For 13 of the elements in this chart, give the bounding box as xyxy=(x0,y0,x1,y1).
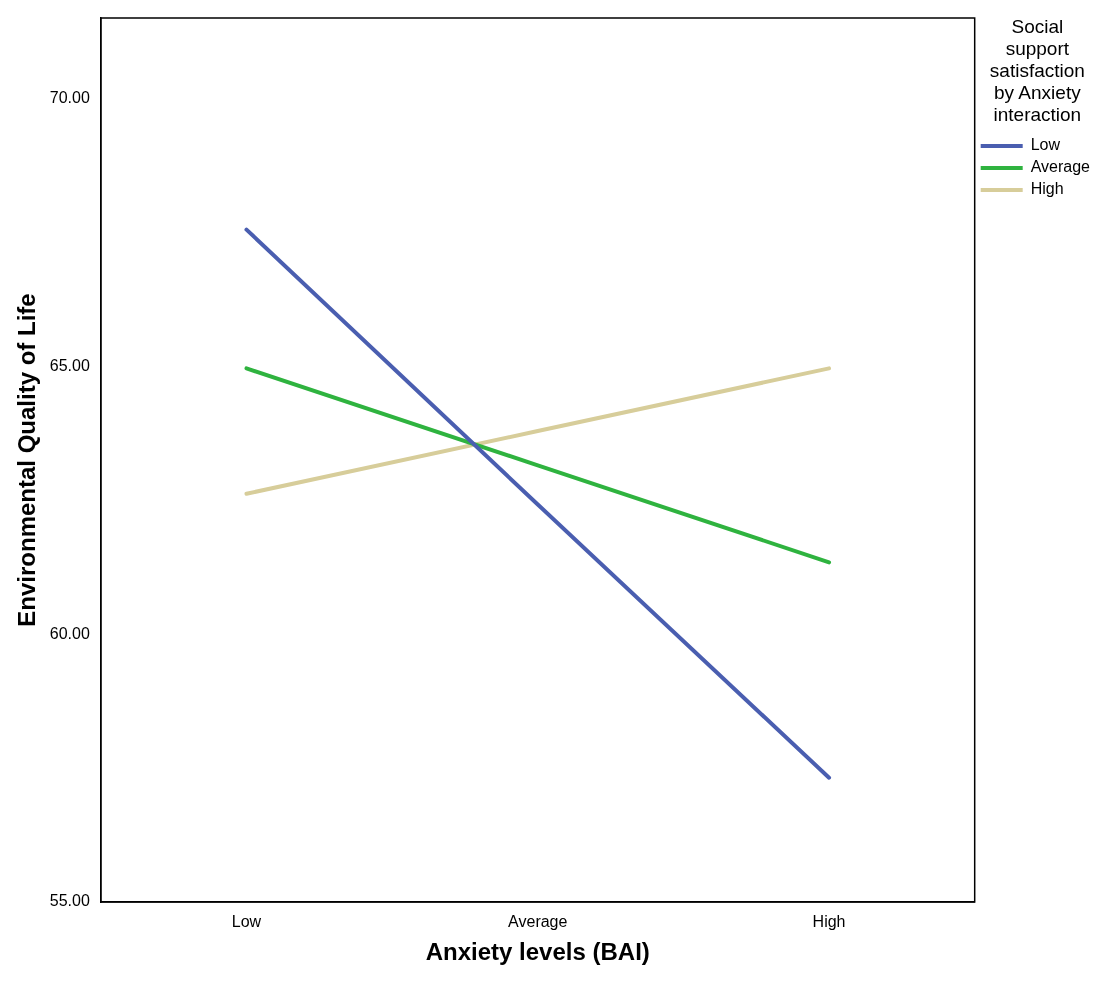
y-tick-label: 70.00 xyxy=(49,88,90,106)
y-tick-label: 65.00 xyxy=(49,356,90,374)
legend-label: Low xyxy=(1030,136,1061,154)
y-axis-title: Environmental Quality of Life xyxy=(13,293,41,627)
legend-label: Average xyxy=(1030,158,1091,176)
y-tick-label: 55.00 xyxy=(49,892,90,910)
legend-title: Social support satisfaction by Anxiety interaction xyxy=(989,15,1085,125)
y-tick-label: 60.00 xyxy=(49,624,90,642)
legend-label: High xyxy=(1030,180,1064,198)
x-tick-label: High xyxy=(812,913,846,931)
x-tick-label: Average xyxy=(508,913,568,931)
x-axis-title: Anxiety levels (BAI) xyxy=(425,938,650,966)
x-tick-label: Low xyxy=(231,913,262,931)
